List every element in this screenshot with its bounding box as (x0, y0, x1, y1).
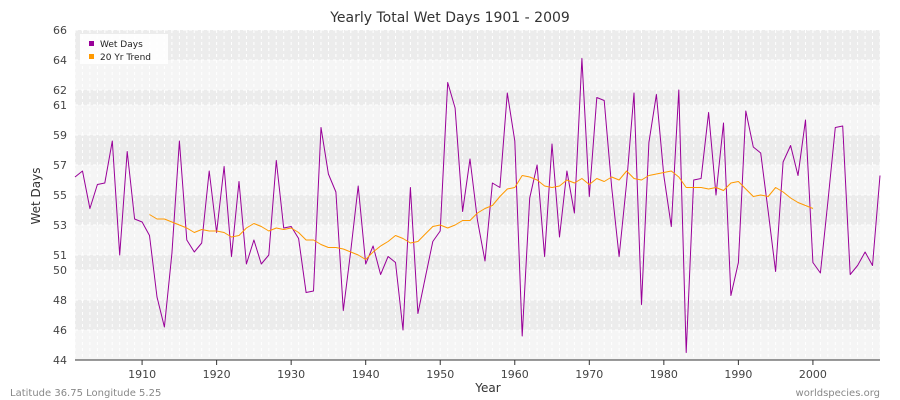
y-tick-label: 62 (53, 84, 67, 97)
y-tick-label: 59 (53, 129, 67, 142)
x-tick-label: 1980 (650, 368, 678, 381)
plot-band (75, 255, 880, 270)
y-tick-label: 55 (53, 189, 67, 202)
x-tick-label: 2000 (799, 368, 827, 381)
footer-source: worldspecies.org (796, 388, 880, 399)
legend-swatch-wet-days (89, 41, 94, 46)
x-tick-label: 1920 (203, 368, 231, 381)
x-tick-label: 1930 (277, 368, 305, 381)
legend-label-trend: 20 Yr Trend (100, 53, 151, 63)
y-tick-label: 64 (53, 54, 67, 67)
legend-swatch-trend (89, 54, 94, 59)
x-tick-label: 1940 (352, 368, 380, 381)
x-tick-label: 1960 (501, 368, 529, 381)
y-tick-label: 51 (53, 249, 67, 262)
y-tick-label: 50 (53, 264, 67, 277)
x-tick-label: 1970 (575, 368, 603, 381)
x-tick-label: 1950 (426, 368, 454, 381)
grid-layer (74, 29, 881, 361)
axis-layer: 44 46 48 50 51 53 55 57 59 61 62 64 66 1910 1920 1930 19… (53, 24, 880, 381)
y-tick-label: 53 (53, 219, 67, 232)
legend-label-wet-days: Wet Days (100, 40, 143, 50)
series-line-wet-days (74, 58, 881, 353)
series-layer (74, 58, 881, 353)
y-tick-label: 48 (53, 294, 67, 307)
y-tick-label: 46 (53, 324, 67, 337)
x-tick-label: 1990 (724, 368, 752, 381)
legend: Wet Days 20 Yr Trend (80, 34, 168, 64)
x-tick-label: 1910 (128, 368, 156, 381)
chart-title: Yearly Total Wet Days 1901 - 2009 (329, 10, 570, 26)
y-tick-label: 61 (53, 99, 67, 112)
x-axis-label: Year (474, 381, 500, 395)
legend-box (80, 34, 168, 64)
y-tick-label: 66 (53, 24, 67, 37)
footer-location: Latitude 36.75 Longitude 5.25 (10, 388, 161, 399)
y-tick-label: 44 (53, 354, 67, 367)
y-axis-label: Wet Days (29, 167, 43, 224)
series-line-20yr-trend (149, 170, 814, 260)
y-tick-label: 57 (53, 159, 67, 172)
